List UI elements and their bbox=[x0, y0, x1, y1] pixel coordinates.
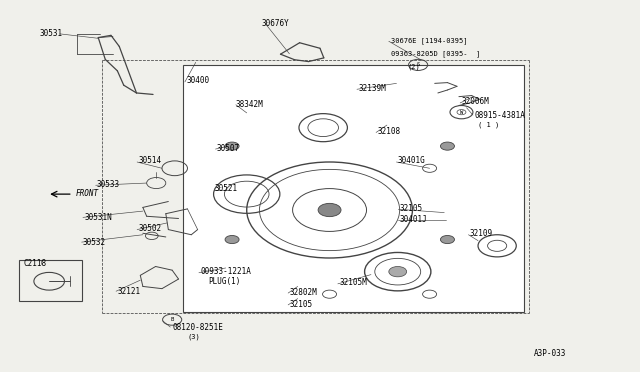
Text: (3): (3) bbox=[188, 333, 200, 340]
Text: W: W bbox=[460, 110, 463, 115]
Text: 32121: 32121 bbox=[117, 287, 141, 296]
Text: 30401J: 30401J bbox=[399, 215, 428, 224]
Text: PLUG(1): PLUG(1) bbox=[209, 277, 241, 286]
Text: A3P-033: A3P-033 bbox=[534, 350, 566, 359]
Text: 32105M: 32105M bbox=[339, 278, 367, 287]
Text: 32109: 32109 bbox=[470, 230, 493, 238]
Text: FRONT: FRONT bbox=[76, 189, 99, 198]
Circle shape bbox=[225, 235, 239, 244]
Circle shape bbox=[440, 235, 454, 244]
Bar bbox=[19, 260, 82, 301]
Circle shape bbox=[440, 142, 454, 150]
Text: 30401G: 30401G bbox=[397, 156, 426, 166]
Text: 30400: 30400 bbox=[186, 76, 209, 85]
Text: 30531: 30531 bbox=[40, 29, 63, 38]
Text: 32108: 32108 bbox=[378, 127, 401, 136]
Text: (2): (2) bbox=[408, 64, 420, 70]
Bar bbox=[183, 65, 524, 311]
Text: 30507: 30507 bbox=[217, 144, 240, 153]
Text: 30521: 30521 bbox=[215, 185, 238, 193]
Text: 08915-4381A: 08915-4381A bbox=[474, 110, 525, 120]
Text: 30514: 30514 bbox=[138, 156, 161, 166]
Text: S: S bbox=[417, 62, 420, 67]
FancyBboxPatch shape bbox=[207, 92, 481, 306]
Text: 32105: 32105 bbox=[289, 300, 312, 310]
Text: 32006M: 32006M bbox=[461, 97, 489, 106]
Text: B: B bbox=[170, 317, 174, 322]
Text: 30533: 30533 bbox=[97, 180, 120, 189]
Text: 30502: 30502 bbox=[138, 224, 161, 233]
Text: 09363-8205D [0395-  ]: 09363-8205D [0395- ] bbox=[392, 51, 481, 57]
Circle shape bbox=[318, 203, 341, 217]
Text: 08120-8251E: 08120-8251E bbox=[172, 323, 223, 331]
Text: 00933-1221A: 00933-1221A bbox=[200, 267, 251, 276]
Text: 30676Y: 30676Y bbox=[261, 19, 289, 28]
Text: C2118: C2118 bbox=[24, 259, 47, 268]
Text: 32105: 32105 bbox=[399, 203, 423, 213]
Text: 30676E [1194-0395]: 30676E [1194-0395] bbox=[392, 37, 468, 44]
Text: 32802M: 32802M bbox=[289, 288, 317, 297]
Text: 32139M: 32139M bbox=[358, 84, 386, 93]
Text: ( 1 ): ( 1 ) bbox=[478, 122, 499, 128]
Circle shape bbox=[389, 266, 406, 277]
Text: 38342M: 38342M bbox=[236, 100, 264, 109]
Text: 30532: 30532 bbox=[83, 238, 106, 247]
Circle shape bbox=[225, 142, 239, 150]
Text: 30531N: 30531N bbox=[84, 213, 112, 222]
